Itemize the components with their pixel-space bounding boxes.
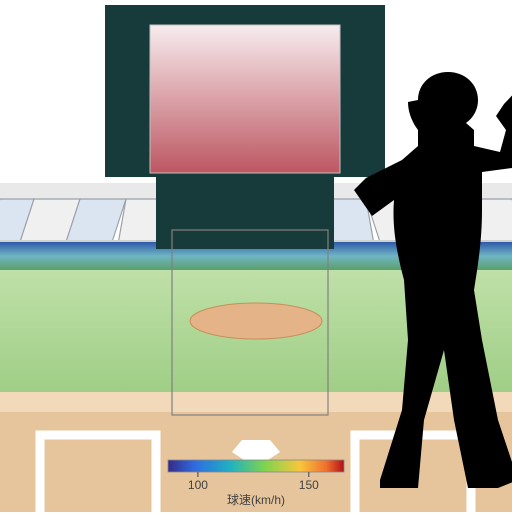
colorbar-tick-label: 150 bbox=[299, 478, 319, 492]
colorbar-gradient bbox=[168, 460, 344, 472]
pitchers-mound bbox=[190, 303, 322, 339]
colorbar-tick-label: 100 bbox=[188, 478, 208, 492]
warning-track bbox=[0, 392, 512, 412]
pitch-location-scene: 100 150 球速(km/h) bbox=[0, 0, 512, 512]
colorbar-label: 球速(km/h) bbox=[227, 493, 285, 507]
scene-svg: 100 150 球速(km/h) bbox=[0, 0, 512, 512]
scoreboard-screen bbox=[150, 25, 340, 173]
scoreboard-pillar bbox=[156, 177, 334, 249]
